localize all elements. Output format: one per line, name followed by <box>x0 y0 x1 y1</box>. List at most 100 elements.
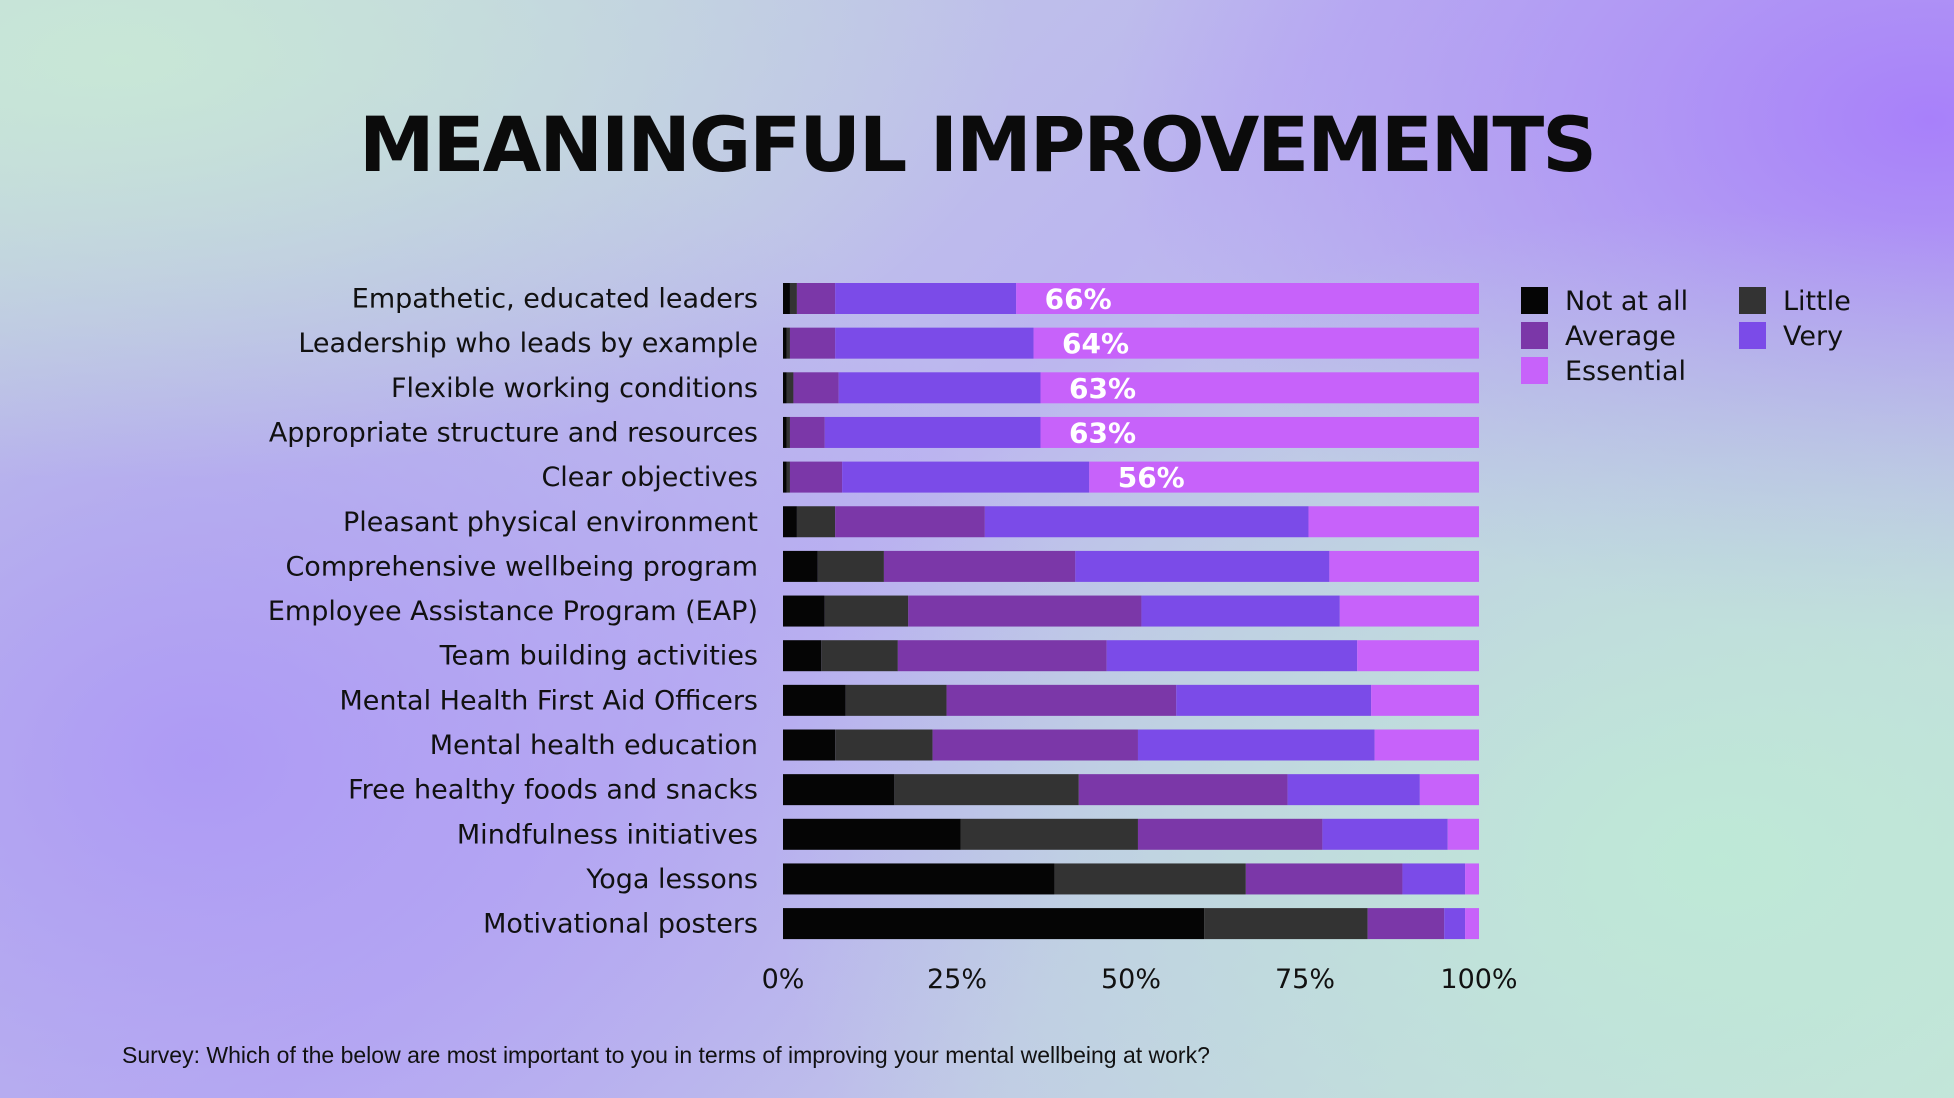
legend-item-very: Very <box>1739 321 1843 352</box>
bar-segment-average <box>1137 818 1323 850</box>
bar-row-mental-health-education <box>783 729 1479 761</box>
x-tick-label: 25% <box>927 964 987 995</box>
bar-segment-essential <box>1040 372 1479 404</box>
bar-row-comprehensive-wellbeing-program <box>783 550 1479 582</box>
legend-label: Very <box>1783 321 1843 352</box>
bar-segment-essential <box>1033 327 1479 359</box>
bar-segment-little <box>1204 908 1368 940</box>
bar-segment-not-at-all <box>783 863 1055 895</box>
data-label: 63% <box>1069 416 1136 449</box>
bar-segment-very <box>1141 595 1340 627</box>
bar-row-flexible-working-conditions <box>783 372 1479 404</box>
bar-row-mindfulness-initiatives <box>783 818 1479 850</box>
bar-segment-not-at-all <box>783 774 895 806</box>
bar-segment-essential <box>1371 684 1479 716</box>
category-label: Appropriate structure and resources <box>269 417 758 448</box>
bar-segment-not-at-all <box>783 327 787 359</box>
bar-segment-essential <box>1374 729 1479 761</box>
bar-segment-average <box>932 729 1138 761</box>
bar-segment-essential <box>1357 640 1479 672</box>
bar-segment-average <box>908 595 1142 627</box>
bar-row-yoga-lessons <box>783 863 1479 895</box>
bar-segment-very <box>835 283 1017 314</box>
bar-segment-very <box>824 416 1041 448</box>
survey-footnote: Survey: Which of the below are most impo… <box>122 1042 1210 1068</box>
category-label: Motivational posters <box>483 909 758 940</box>
bar-row-team-building-activities <box>783 640 1479 672</box>
bar-segment-little <box>789 283 797 314</box>
bar-segment-essential <box>1465 863 1479 895</box>
category-label: Yoga lessons <box>585 864 758 895</box>
bar-segment-very <box>1176 684 1372 716</box>
bar-segment-little <box>835 729 933 761</box>
legend-item-average: Average <box>1521 321 1676 352</box>
bar-segment-average <box>789 461 843 493</box>
bar-segment-essential <box>1447 818 1479 850</box>
bar-segment-very <box>1075 550 1330 582</box>
bar-segment-very <box>1322 818 1448 850</box>
bar-segment-little <box>845 684 947 716</box>
bar-row-clear-objectives <box>783 461 1479 493</box>
bar-segment-very <box>842 461 1090 493</box>
bar-segment-little <box>960 818 1138 850</box>
bar-segment-very <box>1444 908 1466 940</box>
legend-item-little: Little <box>1739 286 1851 317</box>
bar-row-employee-assistance-program-eap <box>783 595 1479 627</box>
bar-row-mental-health-first-aid-officers <box>783 684 1479 716</box>
bar-segment-average <box>1367 908 1445 940</box>
bar-segment-very <box>1137 729 1375 761</box>
data-label: 63% <box>1069 372 1136 405</box>
category-label: Comprehensive wellbeing program <box>285 551 758 582</box>
bar-segment-average <box>897 640 1107 672</box>
legend-swatch <box>1521 287 1548 314</box>
bar-row-motivational-posters <box>783 908 1479 940</box>
chart-title: MEANINGFUL IMPROVEMENTS <box>359 100 1597 189</box>
bar-segment-essential <box>1329 550 1479 582</box>
bar-segment-average <box>946 684 1177 716</box>
data-label: 64% <box>1062 327 1129 360</box>
category-label: Mental Health First Aid Officers <box>339 685 758 716</box>
bar-segment-essential <box>1419 774 1479 806</box>
data-labels: 66% 64% 63% 63% 56% <box>1045 283 1185 495</box>
bar-segment-not-at-all <box>783 550 818 582</box>
bar-segment-not-at-all <box>783 461 787 493</box>
bar-segment-not-at-all <box>783 416 787 448</box>
legend-label: Little <box>1783 286 1851 317</box>
bar-row-empathetic-educated-leaders <box>783 283 1479 314</box>
bar-segment-not-at-all <box>783 640 822 672</box>
bar-segment-average <box>1078 774 1288 806</box>
x-axis-ticks: 0% 25% 50% 75% 100% <box>762 964 1518 995</box>
bar-segment-essential <box>1465 908 1479 940</box>
data-label: 56% <box>1118 461 1185 494</box>
bar-segment-essential <box>1040 416 1479 448</box>
legend-label: Average <box>1565 321 1676 352</box>
bar-segment-little <box>817 550 884 582</box>
bar-segment-average <box>789 416 825 448</box>
bar-segment-little <box>894 774 1079 806</box>
legend-item-essential: Essential <box>1521 356 1686 387</box>
bar-row-appropriate-structure-and-resources <box>783 416 1479 448</box>
bar-segment-little <box>821 640 898 672</box>
category-label: Clear objectives <box>541 462 758 493</box>
category-label: Flexible working conditions <box>391 373 758 404</box>
legend-label: Not at all <box>1565 286 1688 317</box>
bar-segment-very <box>1402 863 1466 895</box>
bar-segment-average <box>793 372 839 404</box>
bar-row-leadership-who-leads-by-example <box>783 327 1479 359</box>
bar-segment-not-at-all <box>783 372 787 404</box>
bar-segment-essential <box>1308 506 1479 538</box>
bar-segment-not-at-all <box>783 818 961 850</box>
legend-swatch <box>1521 357 1548 384</box>
legend-swatch <box>1739 322 1766 349</box>
bar-segment-little <box>786 461 790 493</box>
bar-segment-very <box>838 372 1041 404</box>
category-label: Free healthy foods and snacks <box>348 775 758 806</box>
x-tick-label: 50% <box>1101 964 1161 995</box>
bar-segment-little <box>1054 863 1246 895</box>
category-label: Mental health education <box>430 730 758 761</box>
category-label: Team building activities <box>439 641 758 672</box>
bar-segment-little <box>786 416 790 448</box>
x-tick-label: 0% <box>762 964 805 995</box>
bar-segment-average <box>835 506 985 538</box>
bar-segment-very <box>1106 640 1358 672</box>
